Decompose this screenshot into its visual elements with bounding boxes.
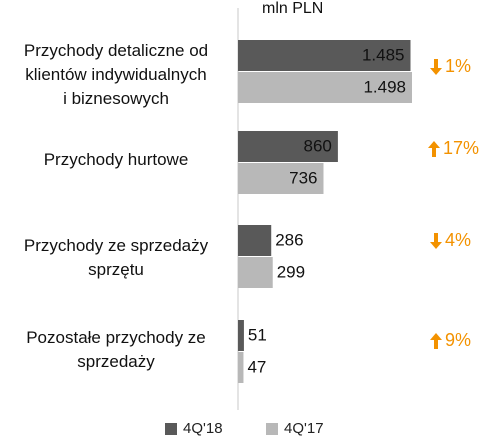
bar-retail-4q17 xyxy=(238,72,412,103)
data-label-wholesale-4q18: 860 xyxy=(304,136,332,155)
data-label-other-4q18: 51 xyxy=(248,325,267,344)
data-label-wholesale-4q17: 736 xyxy=(289,168,317,187)
arrow-up-icon xyxy=(428,140,440,157)
data-label-retail-4q18: 1.485 xyxy=(362,45,405,64)
legend-item-4q17: 4Q'17 xyxy=(266,420,324,437)
change-value: 4% xyxy=(445,230,472,250)
legend-item-4q18: 4Q'18 xyxy=(165,420,223,437)
bar-other-4q18 xyxy=(238,320,244,351)
arrow-down-icon xyxy=(430,232,442,249)
bar-other-4q17 xyxy=(238,352,244,383)
arrow-up-icon xyxy=(430,332,442,349)
change-value: 17% xyxy=(443,138,480,158)
category-label-equipment: Przychody ze sprzedaży sprzętu xyxy=(23,236,209,279)
bar-wholesale-4q17 xyxy=(238,163,324,194)
legend-swatch-4q18 xyxy=(165,422,177,435)
data-label-other-4q17: 47 xyxy=(247,357,266,376)
category-label-retail: Przychody detaliczne od klientów indywid… xyxy=(23,41,209,108)
bar-retail-4q18 xyxy=(238,40,411,71)
bar-wholesale-4q18 xyxy=(238,131,338,162)
change-indicator-other: 9% xyxy=(430,330,471,351)
category-label-other: Pozostałe przychody ze sprzedaży xyxy=(26,328,206,371)
legend-swatch-4q17 xyxy=(266,422,278,435)
data-label-equipment-4q18: 286 xyxy=(275,230,303,249)
change-indicator-retail: 1% xyxy=(430,56,471,77)
data-label-retail-4q17: 1.498 xyxy=(363,77,406,96)
change-indicator-wholesale: 17% xyxy=(428,138,479,159)
bar-equipment-4q18 xyxy=(238,225,272,256)
legend-label-4q17: 4Q'17 xyxy=(284,420,324,437)
change-value: 1% xyxy=(445,56,472,76)
legend-label-4q18: 4Q'18 xyxy=(183,420,223,437)
change-indicator-equipment: 4% xyxy=(430,230,471,251)
change-value: 9% xyxy=(445,330,472,350)
bar-equipment-4q17 xyxy=(238,257,273,288)
arrow-down-icon xyxy=(430,58,442,75)
category-label-wholesale: Przychody hurtowe xyxy=(43,150,189,169)
data-label-equipment-4q17: 299 xyxy=(277,262,305,281)
unit-label: mln PLN xyxy=(262,0,324,17)
